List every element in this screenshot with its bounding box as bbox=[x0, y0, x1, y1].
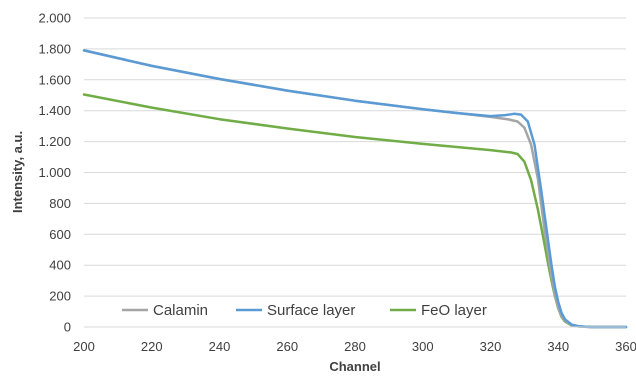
x-tick-label: 260 bbox=[276, 339, 298, 354]
y-tick-label: 400 bbox=[49, 258, 71, 273]
legend-label-feo-layer: FeO layer bbox=[421, 302, 487, 319]
y-tick-label: 600 bbox=[49, 227, 71, 242]
x-tick-label: 300 bbox=[412, 339, 434, 354]
x-tick-label: 360 bbox=[615, 339, 636, 354]
y-tick-label: 1.600 bbox=[38, 72, 71, 87]
series-line-surface-layer bbox=[82, 49, 628, 329]
legend: Calamin Surface layer FeO layer bbox=[118, 297, 514, 323]
y-axis-title: Intensity, a.u. bbox=[10, 131, 25, 213]
x-tick-labels: 200 220 240 260 280 300 320 340 360 bbox=[73, 339, 636, 354]
y-tick-label: 200 bbox=[49, 289, 71, 304]
x-tick-label: 320 bbox=[480, 339, 502, 354]
y-tick-label: 1.200 bbox=[38, 134, 71, 149]
y-tick-label: 800 bbox=[49, 196, 71, 211]
gridlines bbox=[84, 17, 626, 297]
x-tick-label: 220 bbox=[141, 339, 163, 354]
y-tick-labels: 0 200 400 600 800 1.000 1.200 1.400 1.600 1.800 2.… bbox=[38, 11, 71, 335]
x-tick-label: 200 bbox=[73, 339, 95, 354]
legend-label-calamin: Calamin bbox=[153, 302, 208, 319]
x-tick-label: 280 bbox=[344, 339, 366, 354]
y-tick-label: 2.000 bbox=[38, 11, 71, 26]
x-tick-label: 240 bbox=[209, 339, 231, 354]
x-tick-label: 340 bbox=[547, 339, 569, 354]
series-lines bbox=[82, 49, 628, 329]
y-tick-label: 0 bbox=[64, 320, 71, 335]
y-tick-label: 1.000 bbox=[38, 165, 71, 180]
x-axis-title: Channel bbox=[329, 359, 380, 374]
legend-label-surface-layer: Surface layer bbox=[267, 302, 355, 319]
legend-background bbox=[118, 297, 514, 323]
y-tick-label: 1.400 bbox=[38, 103, 71, 118]
y-tick-label: 1.800 bbox=[38, 41, 71, 56]
